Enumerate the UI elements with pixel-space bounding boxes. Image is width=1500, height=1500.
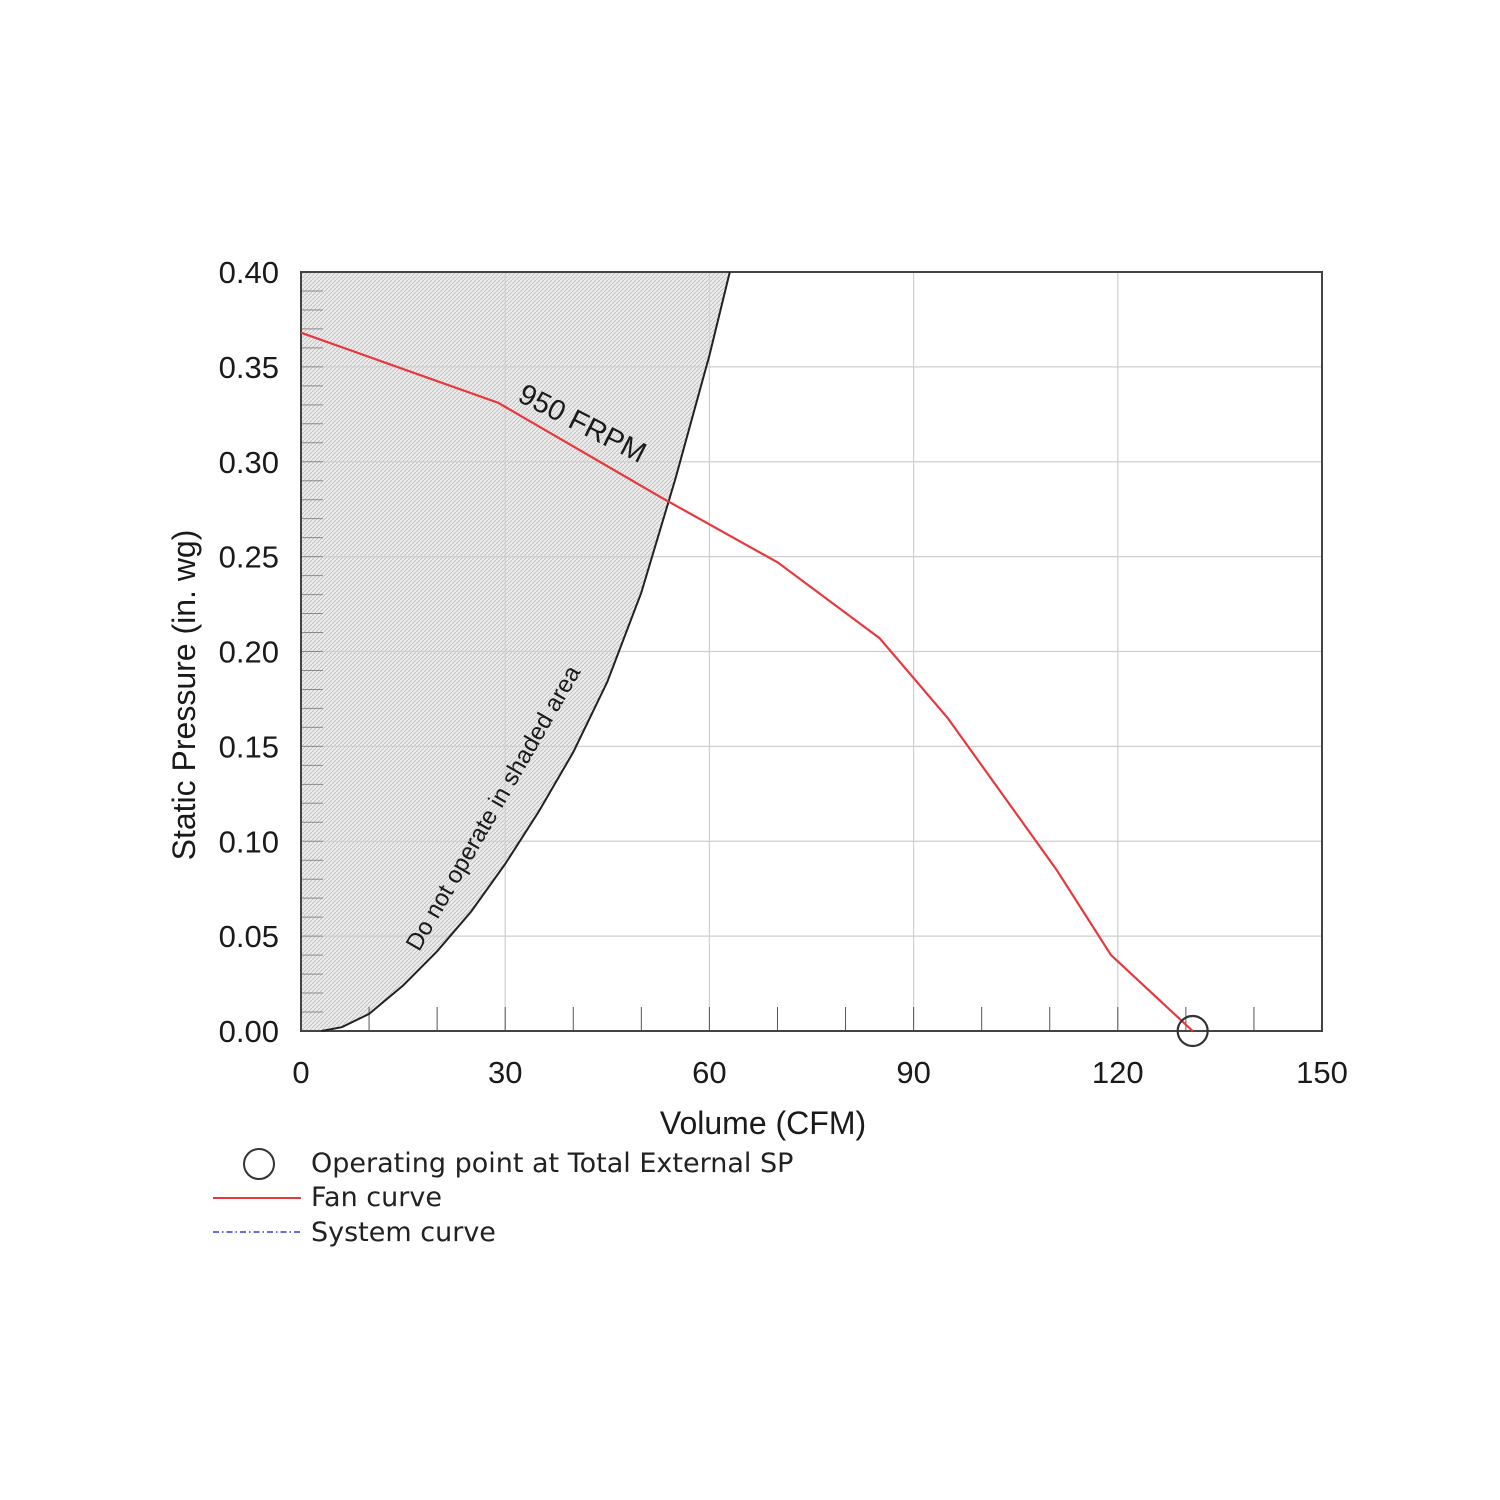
y-tick-label: 0.00 <box>219 1014 279 1049</box>
minor-ticks <box>301 290 1255 1031</box>
plot-frame <box>300 271 1323 1032</box>
y-tick-label: 0.10 <box>219 824 279 859</box>
legend-label-fan-curve: Fan curve <box>311 1182 442 1214</box>
legend-item-operating-point: Operating point at Total External SP <box>205 1146 793 1181</box>
x-tick-label: 30 <box>488 1055 522 1090</box>
fan-curve-line <box>300 331 1194 1032</box>
y-tick-label: 0.05 <box>219 919 279 954</box>
x-tick-label: 120 <box>1092 1055 1144 1090</box>
y-tick-label: 0.20 <box>219 635 279 670</box>
y-tick-label: 0.35 <box>219 350 279 385</box>
y-tick-labels: 0.00 0.05 0.10 0.15 0.20 0.25 0.30 0.35 0.40 <box>219 255 279 1049</box>
y-tick-label: 0.30 <box>219 445 279 480</box>
x-tick-labels: 0 30 60 90 120 150 <box>292 1055 1347 1090</box>
system-curve-legend-icon <box>205 1215 305 1249</box>
gridlines <box>300 271 1323 1032</box>
y-axis-title: Static Pressure (in. wg) <box>166 530 202 861</box>
legend-item-fan-curve: Fan curve <box>205 1181 793 1216</box>
y-tick-label: 0.15 <box>219 729 279 764</box>
x-tick-label: 90 <box>896 1055 930 1090</box>
x-axis-title: Volume (CFM) <box>660 1105 866 1141</box>
legend: Operating point at Total External SP Fan… <box>205 1146 793 1250</box>
fan-curve-legend-icon <box>205 1181 305 1215</box>
limit-curve <box>321 271 731 1032</box>
y-tick-label: 0.40 <box>219 255 279 290</box>
legend-label-system-curve: System curve <box>311 1216 496 1248</box>
legend-label-operating-point: Operating point at Total External SP <box>311 1147 794 1179</box>
y-tick-label: 0.25 <box>219 540 279 575</box>
x-tick-label: 0 <box>292 1055 309 1090</box>
legend-item-system-curve: System curve <box>205 1215 793 1250</box>
x-tick-label: 60 <box>692 1055 726 1090</box>
x-tick-label: 150 <box>1296 1055 1348 1090</box>
operating-point-legend-icon <box>205 1146 305 1181</box>
operating-point-marker <box>1176 1014 1209 1048</box>
